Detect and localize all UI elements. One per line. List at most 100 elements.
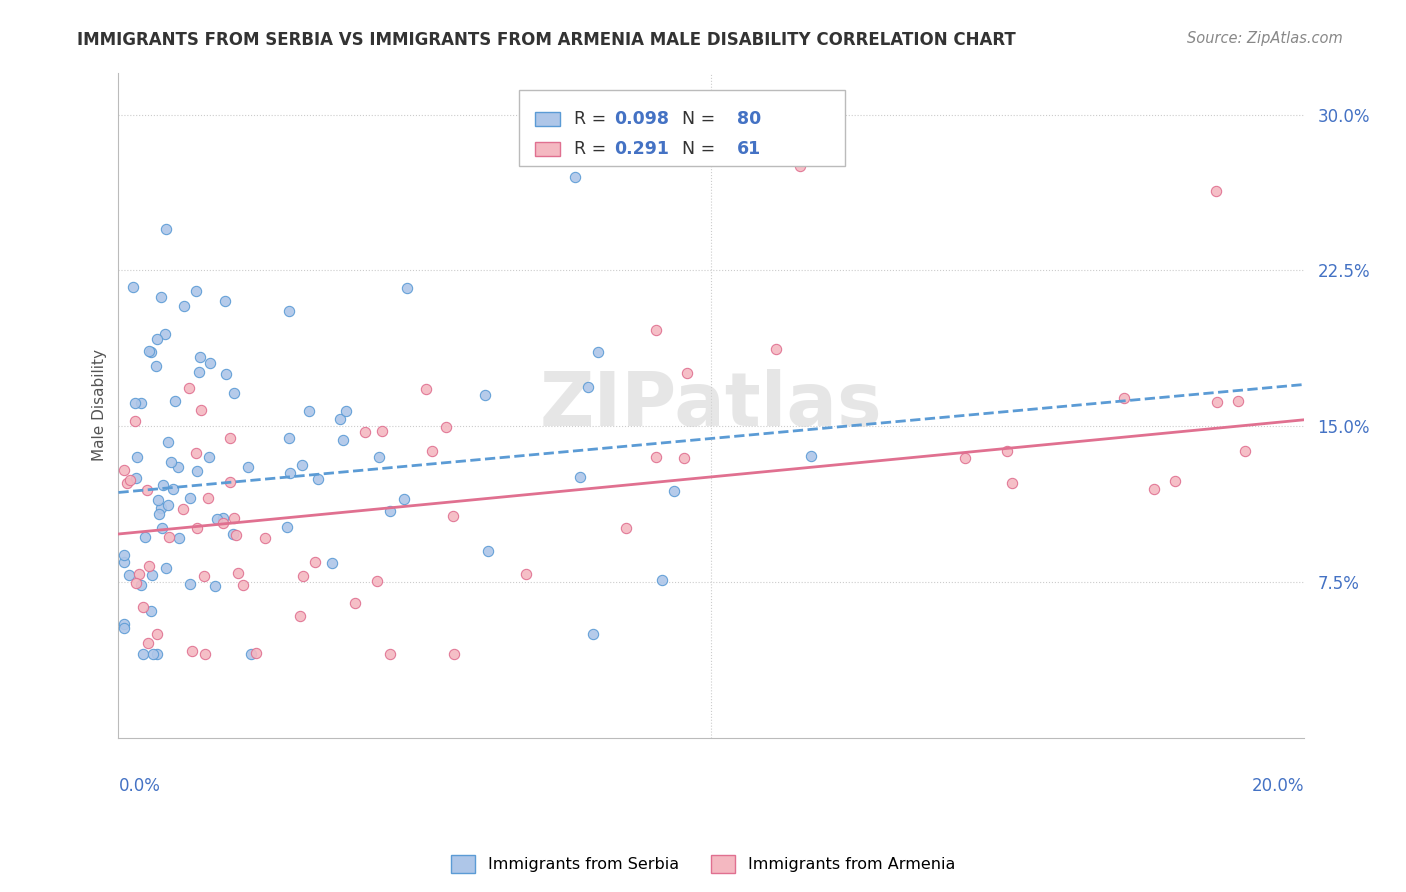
Point <box>124 396 146 410</box>
Point <box>138 344 160 359</box>
Point <box>112 621 135 635</box>
FancyBboxPatch shape <box>534 142 560 156</box>
Point <box>676 366 699 380</box>
Point <box>298 404 321 418</box>
Point <box>236 459 259 474</box>
Point <box>568 470 591 484</box>
Point <box>997 443 1019 458</box>
Point <box>254 532 277 546</box>
Point <box>354 425 377 440</box>
Point <box>125 450 148 465</box>
Point <box>148 508 170 522</box>
Point <box>136 635 159 649</box>
Point <box>789 160 811 174</box>
Text: ZIPatlas: ZIPatlas <box>540 368 883 442</box>
Point <box>1112 391 1135 405</box>
Point <box>222 527 245 541</box>
Point <box>215 367 238 381</box>
Point <box>131 648 153 662</box>
Point <box>181 644 204 658</box>
Point <box>278 304 301 318</box>
Point <box>290 608 312 623</box>
Point <box>582 626 605 640</box>
Point <box>128 566 150 581</box>
Point <box>125 576 148 591</box>
Text: R =: R = <box>574 140 612 158</box>
Point <box>157 530 180 544</box>
Point <box>198 356 221 370</box>
Point <box>651 573 673 587</box>
Text: 0.0%: 0.0% <box>118 778 160 796</box>
Point <box>139 345 162 359</box>
Point <box>371 424 394 438</box>
Text: Source: ZipAtlas.com: Source: ZipAtlas.com <box>1187 31 1343 46</box>
Point <box>307 472 329 486</box>
Point <box>131 395 153 409</box>
Point <box>153 327 176 342</box>
Point <box>212 516 235 531</box>
Point <box>167 460 190 475</box>
Point <box>564 169 586 184</box>
Point <box>118 473 141 487</box>
Point <box>344 596 367 610</box>
Point <box>441 509 464 524</box>
Point <box>162 482 184 496</box>
Point <box>1205 395 1227 409</box>
Point <box>145 333 167 347</box>
Point <box>150 501 173 516</box>
Point <box>515 566 537 581</box>
Legend: Immigrants from Serbia, Immigrants from Armenia: Immigrants from Serbia, Immigrants from … <box>444 848 962 880</box>
Point <box>800 450 823 464</box>
Point <box>1226 393 1249 408</box>
Point <box>115 475 138 490</box>
Point <box>420 443 443 458</box>
Point <box>186 464 208 478</box>
Point <box>179 491 201 505</box>
Point <box>278 432 301 446</box>
Point <box>415 382 437 396</box>
Point <box>121 280 143 294</box>
Point <box>662 483 685 498</box>
Point <box>278 466 301 480</box>
Point <box>645 450 668 464</box>
Point <box>474 388 496 402</box>
Point <box>132 600 155 615</box>
Point <box>204 579 226 593</box>
Point <box>443 648 465 662</box>
Point <box>124 470 146 484</box>
Point <box>1233 444 1256 458</box>
Point <box>112 463 135 477</box>
Point <box>291 458 314 472</box>
Point <box>1001 476 1024 491</box>
Text: N =: N = <box>671 140 721 158</box>
Point <box>186 520 208 534</box>
Point <box>172 502 194 516</box>
Point <box>765 343 787 357</box>
Point <box>184 284 207 298</box>
Point <box>224 386 246 401</box>
Point <box>150 521 173 535</box>
Point <box>194 648 217 662</box>
Y-axis label: Male Disability: Male Disability <box>93 350 107 461</box>
Text: R =: R = <box>574 110 612 128</box>
FancyBboxPatch shape <box>534 112 560 126</box>
Point <box>225 528 247 542</box>
Point <box>173 299 195 313</box>
Point <box>1163 474 1185 488</box>
Point <box>477 544 499 558</box>
Point <box>188 350 211 364</box>
Point <box>1143 482 1166 496</box>
Point <box>112 548 135 562</box>
Point <box>129 577 152 591</box>
Point <box>135 483 157 498</box>
Point <box>146 493 169 508</box>
Point <box>117 568 139 582</box>
Point <box>672 451 695 466</box>
Point <box>177 381 200 395</box>
Point <box>134 530 156 544</box>
Point <box>645 322 668 336</box>
Point <box>366 574 388 588</box>
Point <box>211 511 233 525</box>
Point <box>226 566 249 581</box>
Point <box>155 221 177 235</box>
